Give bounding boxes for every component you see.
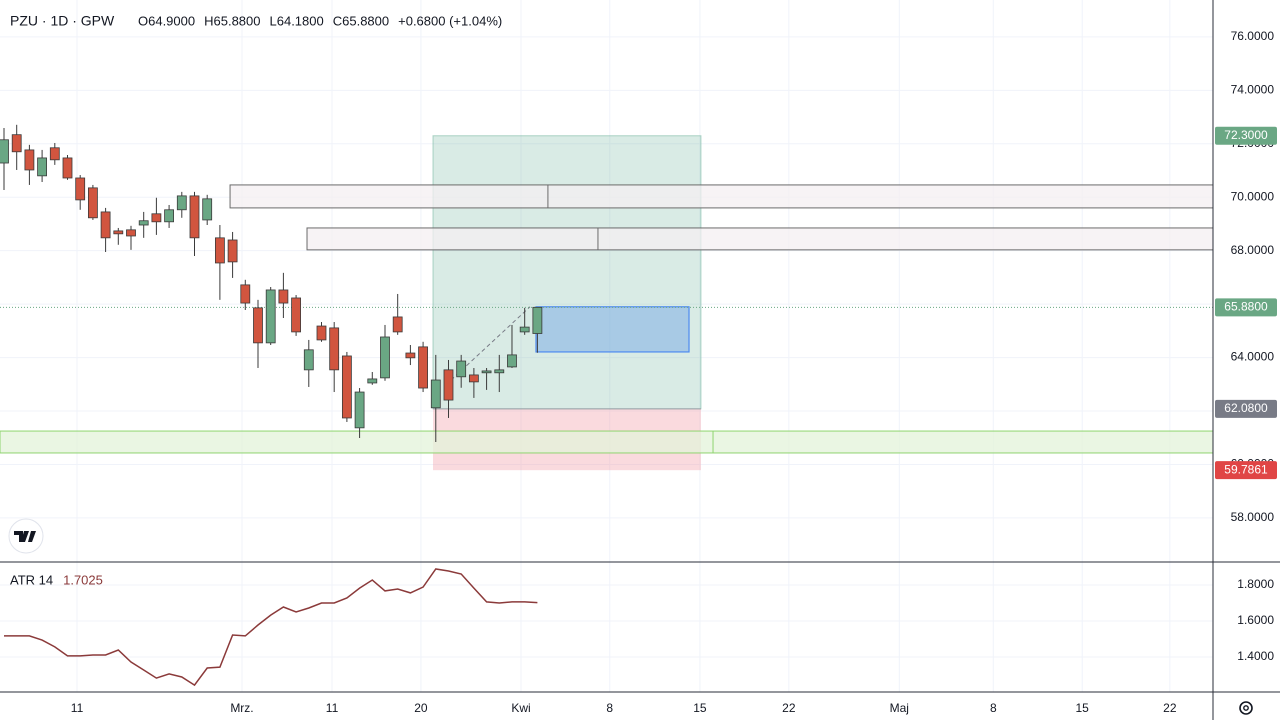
x-tick-label: 8 xyxy=(606,701,613,715)
x-tick-label: 11 xyxy=(326,701,339,715)
candle-body xyxy=(11,134,22,153)
x-tick-label: 8 xyxy=(990,701,997,715)
y-tick-label: 64.0000 xyxy=(1231,350,1275,364)
candle-body xyxy=(87,187,98,219)
gear-ring xyxy=(1239,701,1253,715)
x-tick-label: 15 xyxy=(1076,701,1090,715)
candle-body xyxy=(265,289,276,344)
target-zone xyxy=(432,135,702,410)
candle-body xyxy=(176,195,187,211)
candle-body xyxy=(405,352,416,359)
candle-body xyxy=(494,369,505,374)
candle-body xyxy=(380,336,390,379)
candle-body xyxy=(392,316,403,333)
x-tick-label: Maj xyxy=(890,701,909,715)
candle-body xyxy=(126,229,136,237)
candle-body xyxy=(75,177,86,201)
x-tick-label: 22 xyxy=(782,701,796,715)
indicator-title: ATR 14 xyxy=(10,572,53,587)
price-badge xyxy=(1215,298,1277,317)
y-tick-label: 1.4000 xyxy=(1237,649,1274,663)
candle-body xyxy=(62,157,73,179)
gear-hub xyxy=(1243,705,1249,711)
candle-body xyxy=(240,284,251,304)
candle-body xyxy=(456,360,467,378)
ohlc-value: O64.9000 xyxy=(138,13,195,28)
candle-body xyxy=(316,325,327,341)
zone xyxy=(0,430,1214,454)
candle-body xyxy=(151,213,162,223)
trend-line xyxy=(445,306,531,386)
zone xyxy=(229,184,1214,209)
candle-body xyxy=(164,209,174,223)
candle-body xyxy=(468,374,479,383)
ohlc-value: H65.8800 xyxy=(204,13,260,28)
candle-body xyxy=(303,349,314,371)
indicator-value: 1.7025 xyxy=(63,572,103,587)
y-tick-label: 58.0000 xyxy=(1231,510,1275,524)
price-badge-label: 62.0800 xyxy=(1224,401,1268,415)
candle-body xyxy=(430,379,441,409)
y-tick-label: 1.6000 xyxy=(1237,613,1274,627)
y-tick-label: 68.0000 xyxy=(1231,243,1275,257)
candle-body xyxy=(329,327,340,371)
candle-body xyxy=(341,355,352,419)
candle-body xyxy=(532,306,543,334)
x-tick-label: Kwi xyxy=(511,701,530,715)
candle-body xyxy=(202,198,213,221)
candle-body xyxy=(189,195,200,239)
candle-body xyxy=(507,354,517,368)
marks xyxy=(0,124,543,687)
candle-body xyxy=(37,157,47,177)
price-badge xyxy=(1215,126,1277,145)
x-tick-label: Mrz. xyxy=(230,701,253,715)
zone xyxy=(306,227,1214,251)
indicator-line xyxy=(4,568,538,687)
ohlc-value: +0.6800 (+1.04%) xyxy=(398,13,502,28)
candle-body xyxy=(253,307,263,344)
x-tick-label: 15 xyxy=(693,701,707,715)
ohlc-value: C65.8800 xyxy=(333,13,389,28)
candle-body xyxy=(291,297,301,333)
y-tick-label: 76.0000 xyxy=(1231,29,1275,43)
drawings xyxy=(0,135,1214,471)
settings-icon[interactable] xyxy=(1239,701,1253,715)
ohlc-value: L64.1800 xyxy=(270,13,324,28)
price-badge-label: 65.8800 xyxy=(1224,299,1268,313)
price-badge xyxy=(1215,461,1277,480)
y-tick-label: 1.8000 xyxy=(1237,577,1274,591)
candle-body xyxy=(138,220,149,226)
logo[interactable] xyxy=(8,518,44,554)
candle-body xyxy=(113,230,124,235)
candle-body xyxy=(227,239,238,263)
grid xyxy=(0,0,1213,692)
price-badge-label: 72.3000 xyxy=(1224,128,1268,142)
price-badge-label: 59.7861 xyxy=(1224,462,1268,476)
candle-body xyxy=(418,346,428,389)
price-badge xyxy=(1215,399,1277,418)
symbol-title: PZU · 1D · GPW xyxy=(10,13,115,29)
x-tick-label: 11 xyxy=(71,701,84,715)
x-tick-label: 20 xyxy=(414,701,428,715)
price-range-box xyxy=(535,306,690,353)
candle-body xyxy=(367,378,378,384)
candle-body xyxy=(519,326,530,333)
candle-body xyxy=(214,237,225,264)
x-tick-label: 22 xyxy=(1163,701,1177,715)
candle-body xyxy=(278,289,289,304)
candle-body xyxy=(49,147,60,161)
candle-body xyxy=(481,370,492,374)
candle-body xyxy=(24,149,35,171)
candle-body xyxy=(100,211,111,239)
y-tick-label: 70.0000 xyxy=(1231,189,1275,203)
y-tick-label: 74.0000 xyxy=(1231,82,1275,96)
logo-mark xyxy=(14,531,36,542)
axes: 11Mrz.1120Kwi81522Maj8152258.000060.0000… xyxy=(71,29,1277,715)
candle-body xyxy=(354,391,365,429)
candle-body xyxy=(0,139,9,164)
candle-body xyxy=(443,369,454,401)
